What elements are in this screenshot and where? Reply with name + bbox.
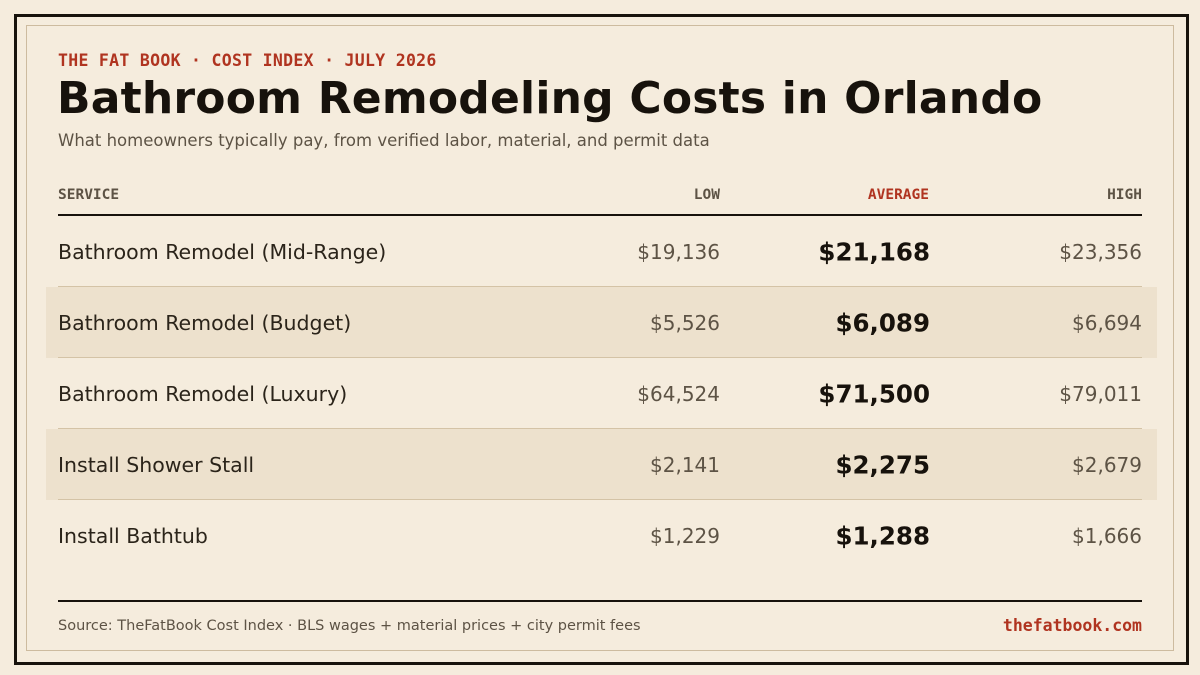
row-divider: [58, 357, 1142, 358]
row-shade: [46, 429, 1157, 500]
table-row: Bathroom Remodel (Budget) $5,526 $6,089 …: [0, 287, 1200, 358]
row-divider: [58, 499, 1142, 500]
column-header-average: AVERAGE: [867, 187, 929, 203]
low-cost: $19,136: [637, 239, 720, 264]
column-header-service: SERVICE: [58, 187, 120, 203]
outer-frame: [14, 14, 1189, 665]
source-note: Source: TheFatBook Cost Index · BLS wage…: [58, 618, 641, 634]
low-cost: $2,141: [650, 452, 720, 477]
average-cost: $1,288: [835, 521, 930, 550]
average-cost: $6,089: [835, 308, 930, 337]
row-shade: [46, 287, 1157, 358]
page-title: Bathroom Remodeling Costs in Orlando: [57, 73, 1043, 124]
cost-table: Bathroom Remodel (Mid-Range) $19,136 $21…: [0, 216, 1200, 571]
high-cost: $1,666: [1072, 523, 1142, 548]
service-name: Install Shower Stall: [58, 452, 255, 477]
average-cost: $21,168: [818, 237, 930, 266]
low-cost: $5,526: [650, 310, 720, 335]
column-header-high: HIGH: [1107, 187, 1142, 203]
footer-rule: [58, 600, 1142, 602]
page-subtitle: What homeowners typically pay, from veri…: [58, 131, 710, 150]
high-cost: $6,694: [1072, 310, 1142, 335]
column-header-low: LOW: [693, 187, 720, 203]
service-name: Bathroom Remodel (Luxury): [58, 381, 348, 406]
site-link[interactable]: thefatbook.com: [1002, 616, 1142, 635]
average-cost: $71,500: [818, 379, 930, 408]
average-cost: $2,275: [835, 450, 930, 479]
service-name: Install Bathtub: [58, 523, 208, 548]
high-cost: $2,679: [1072, 452, 1142, 477]
high-cost: $23,356: [1059, 239, 1142, 264]
row-divider: [58, 286, 1142, 287]
low-cost: $1,229: [650, 523, 720, 548]
low-cost: $64,524: [637, 381, 720, 406]
table-row: Bathroom Remodel (Luxury) $64,524 $71,50…: [0, 358, 1200, 429]
service-name: Bathroom Remodel (Mid-Range): [58, 239, 387, 264]
row-divider: [58, 428, 1142, 429]
header-rule: [58, 214, 1142, 216]
table-row: Install Bathtub $1,229 $1,288 $1,666: [0, 500, 1200, 571]
eyebrow-label: THE FAT BOOK · COST INDEX · JULY 2026: [58, 51, 437, 70]
table-row: Install Shower Stall $2,141 $2,275 $2,67…: [0, 429, 1200, 500]
table-row: Bathroom Remodel (Mid-Range) $19,136 $21…: [0, 216, 1200, 287]
high-cost: $79,011: [1059, 381, 1142, 406]
inner-frame: [26, 25, 1174, 651]
service-name: Bathroom Remodel (Budget): [58, 310, 352, 335]
